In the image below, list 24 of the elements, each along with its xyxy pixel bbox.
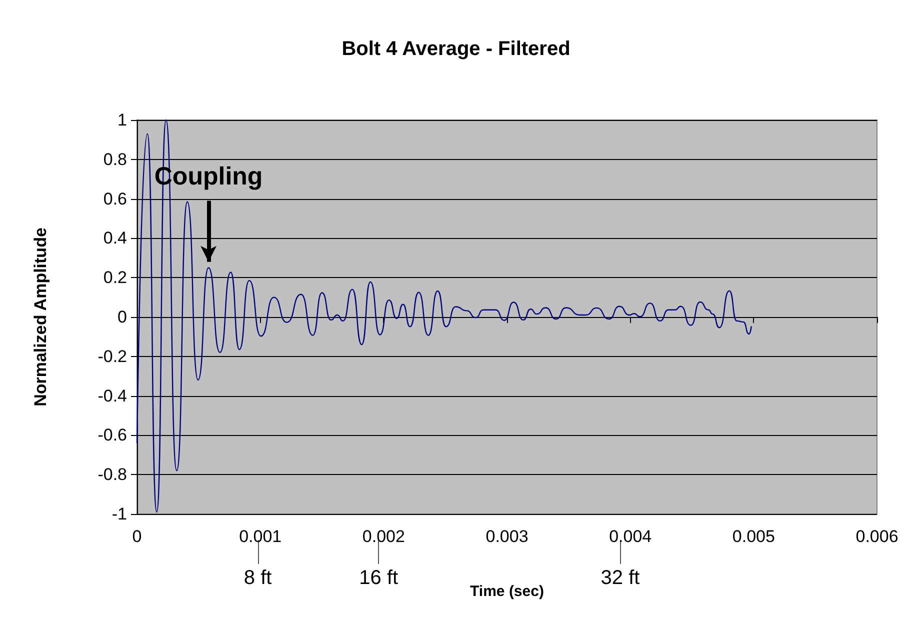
y-tick-label: -0.4 — [98, 386, 127, 406]
x2-tick-label: 8 ft — [244, 567, 272, 589]
x-axis-title: Time (sec) — [470, 583, 544, 600]
y-tick-label: 0 — [118, 308, 127, 326]
y-tick-label: -1 — [112, 504, 127, 524]
y-tick-label: -0.8 — [98, 465, 127, 484]
y-tick-label: 0.6 — [103, 189, 127, 208]
y-axis-title: Normalized Amplitude — [31, 228, 50, 406]
y-tick-label: 0.4 — [103, 228, 127, 248]
y-tick-label: 1 — [118, 110, 127, 130]
x-tick-label: 0.001 — [239, 527, 282, 546]
y-tick-label: -0.2 — [98, 346, 127, 366]
x-tick-label: 0.002 — [362, 527, 405, 546]
y-tick-label: -0.6 — [98, 426, 127, 445]
y-tick-label: 0.2 — [103, 268, 127, 288]
x2-tick-label: 16 ft — [359, 567, 399, 589]
chart-title: Bolt 4 Average - Filtered — [342, 38, 570, 60]
x-tick-label: 0.005 — [732, 527, 775, 546]
x-tick-label: 0.004 — [609, 527, 652, 546]
x-tick-label: 0 — [132, 527, 142, 546]
x-tick-label: 0.006 — [856, 527, 898, 546]
y-tick-label: 0.8 — [103, 150, 127, 169]
x-tick-label: 0.003 — [486, 527, 528, 546]
x2-tick-label: 32 ft — [600, 567, 640, 589]
